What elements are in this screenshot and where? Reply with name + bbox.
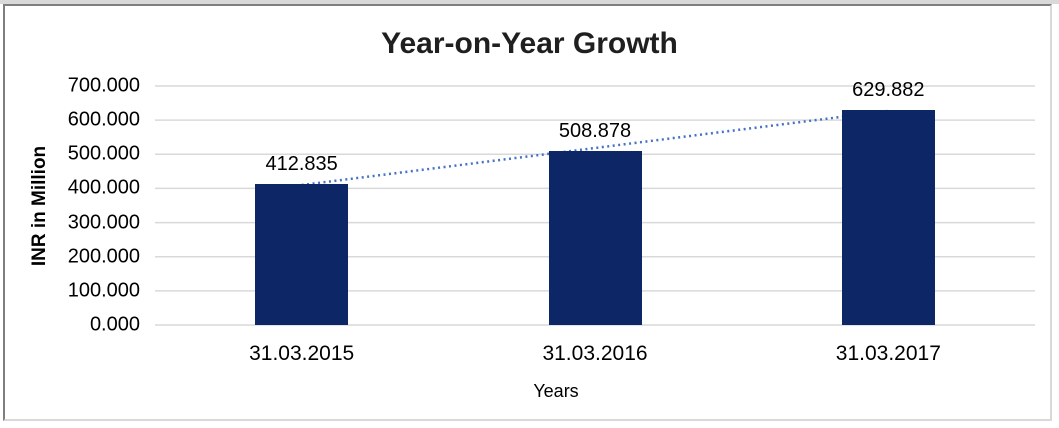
y-axis-tick-label: 700.000 [67, 74, 140, 97]
data-label: 629.882 [852, 78, 925, 101]
y-axis-tick-label: 400.000 [67, 176, 140, 199]
y-axis-tick-label: 200.000 [67, 245, 140, 268]
x-axis-tick-label: 31.03.2017 [835, 342, 941, 365]
y-axis-tick-label: 500.000 [67, 142, 140, 165]
data-label: 412.835 [265, 153, 338, 176]
y-axis-tick-label: 0.000 [89, 313, 140, 336]
chart-title: Year-on-Year Growth [381, 27, 678, 60]
y-axis-tick-label: 600.000 [67, 108, 140, 131]
bar [841, 109, 935, 325]
x-axis-title: Years [533, 381, 579, 401]
x-axis-tick-label: 31.03.2016 [542, 342, 648, 365]
outer-edge-strip [0, 0, 1059, 4]
bar [255, 184, 349, 325]
y-axis-tick-label: 300.000 [67, 211, 140, 234]
y-axis-tick-label: 100.000 [67, 279, 140, 302]
bar [548, 151, 642, 325]
x-axis-tick-label: 31.03.2015 [249, 342, 355, 365]
data-label: 508.878 [558, 120, 632, 143]
